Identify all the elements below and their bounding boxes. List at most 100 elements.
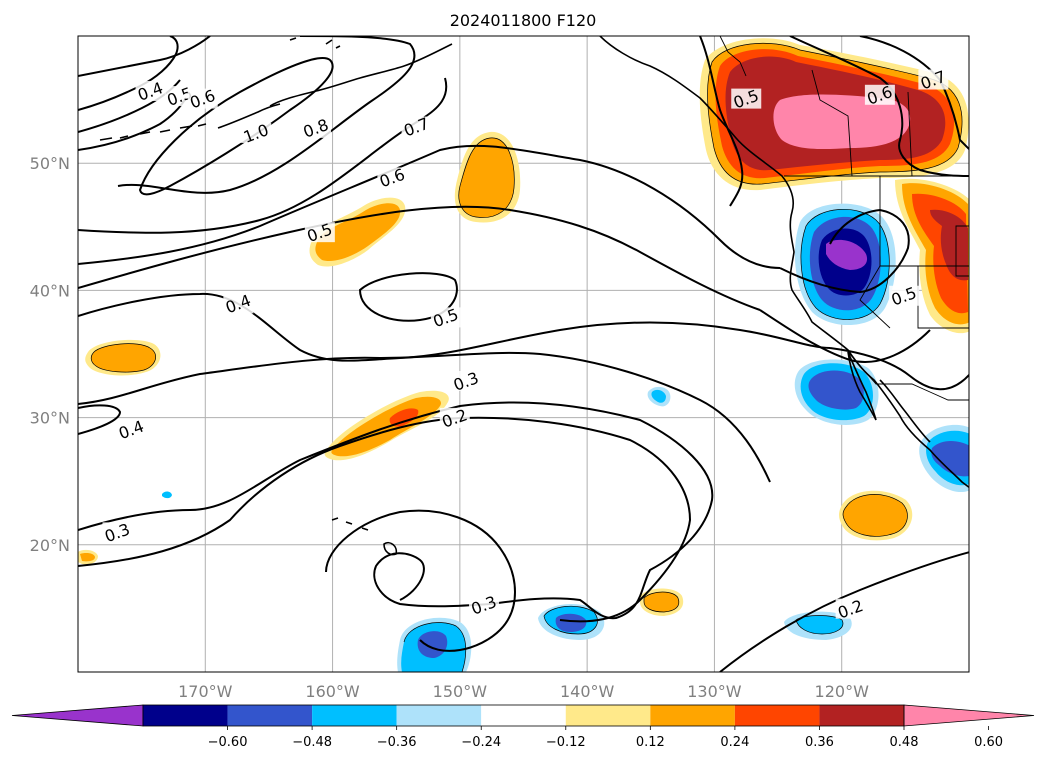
anomaly-region-pacific-48n-orange xyxy=(458,137,515,218)
contour-label-bg xyxy=(223,293,254,314)
coastline-alaska xyxy=(269,43,453,107)
contour-line-0.6 xyxy=(78,144,781,269)
anomaly-region-tropics-15n-orange xyxy=(644,592,679,612)
lon-label-170w: 170°W xyxy=(178,682,233,701)
contour-label-bg xyxy=(164,86,195,107)
contour-line-0.55-northwest xyxy=(78,97,187,151)
lon-label-130w: 130°W xyxy=(687,682,742,701)
contour-labels: 0.40.50.61.0 0.8 0.70.60.50.40.50.30.20.40… xyxy=(102,67,948,623)
colorbar-tick-label: 0.48 xyxy=(890,735,919,750)
contour-line-0.5-inner xyxy=(358,272,458,322)
outline-pnw xyxy=(707,42,963,185)
contour-line-0.5-southeast xyxy=(779,208,910,294)
contour-line-0.5-west xyxy=(78,36,211,77)
contour-line-0.2-loop xyxy=(325,509,516,652)
contour-label-bg xyxy=(304,222,335,243)
anomaly-region-pnw-pink xyxy=(773,94,911,150)
coastline-alaska-peninsula xyxy=(217,103,281,129)
coastline-baja xyxy=(847,351,877,421)
outline-pacific-35n xyxy=(90,343,157,373)
contour-line-0.6-northeast xyxy=(789,36,969,177)
colorbar-tick-label: 0.12 xyxy=(636,735,665,750)
contour-line-1.0 xyxy=(138,57,334,196)
contour-label-bg xyxy=(439,407,470,428)
contour-line-0.4-southeast xyxy=(759,309,931,363)
colorbar-segment xyxy=(312,705,397,726)
contour-label-bg xyxy=(430,307,461,328)
colorbar: −0.60 −0.48 −0.36 −0.24 −0.12 0.12 0.24 0.36 0.4… xyxy=(11,704,1035,750)
lon-label-160w: 160°W xyxy=(305,682,360,701)
contour-lines xyxy=(78,36,969,672)
border-alaska-canada xyxy=(719,36,747,77)
coastline-aleutians xyxy=(99,123,207,141)
contour-label-bg xyxy=(469,594,500,615)
contour-line-0.2 xyxy=(78,416,692,623)
longitude-labels: 170°W 160°W 150°W 140°W 130°W 120°W xyxy=(178,682,869,701)
contour-line-0.2-southeast xyxy=(719,551,969,672)
contour-label-bg xyxy=(135,80,166,101)
colorbar-tick-label: −0.12 xyxy=(546,735,586,750)
anomaly-fills xyxy=(78,38,969,672)
contour-line-0.3-southeast xyxy=(829,347,969,391)
lon-label-140w: 140°W xyxy=(560,682,615,701)
latitude-labels: 50°N 40°N 30°N 20°N xyxy=(30,154,70,555)
coastline-hawaii xyxy=(331,517,398,556)
anomaly-region-tiny-24n xyxy=(162,491,172,499)
colorbar-segment xyxy=(650,705,735,726)
map-frame xyxy=(77,35,970,673)
contour-label-bg xyxy=(102,522,133,543)
colorbar-tick-label: −0.36 xyxy=(377,735,417,750)
contour-line-0.4-west xyxy=(78,404,122,435)
borders xyxy=(719,36,969,401)
anomaly-region-tropics-142w-blue xyxy=(555,613,587,632)
outline-tropics-142w xyxy=(543,605,598,635)
colorbar-tick-label: −0.60 xyxy=(208,735,248,750)
border-us-mexico xyxy=(847,351,969,401)
anomaly-region-pacific-29n-red xyxy=(389,408,419,427)
anomaly-region-mexico-blue xyxy=(931,441,969,477)
coastline-gulf-california xyxy=(879,379,931,443)
colorbar-tick-label: −0.24 xyxy=(461,735,501,750)
contour-label-bg xyxy=(401,116,432,137)
lat-label-30n: 30°N xyxy=(30,409,70,428)
contour-label-bg xyxy=(835,598,866,619)
colorbar-segment xyxy=(481,705,566,726)
colorbar-segment xyxy=(565,705,651,726)
contour-line-0.7 xyxy=(78,77,448,234)
colorbar-outline xyxy=(142,704,905,727)
contour-line-0.8 xyxy=(117,36,416,194)
colorbar-segment xyxy=(819,705,904,726)
outline-mexico-coast xyxy=(842,494,908,537)
outline-tropics-15n xyxy=(643,591,680,613)
outline-tropics-122w xyxy=(795,615,844,635)
contour-label-bg xyxy=(864,84,895,105)
contour-label-bg xyxy=(116,419,147,440)
anomaly-region-pacific-45n-orange xyxy=(315,203,401,262)
contour-line-0.5 xyxy=(78,205,761,311)
contour-label-bg xyxy=(377,167,408,188)
colorbar-segment xyxy=(227,705,313,726)
contour-line-0.4-northwest xyxy=(78,36,179,111)
anomaly-region-pacific-35n-orange xyxy=(91,343,156,373)
colorbar-extend-high xyxy=(903,704,1035,727)
colorbar-tick-label: 0.24 xyxy=(720,735,749,750)
contour-label-bg xyxy=(918,69,949,90)
border-canada-provinces xyxy=(811,69,913,177)
anomaly-region-tropics-122w-skyblue xyxy=(796,615,843,634)
contour-line-0.3 xyxy=(78,351,771,483)
colorbar-segment xyxy=(396,705,482,726)
lat-label-20n: 20°N xyxy=(30,536,70,555)
chart-title: 2024011800 F120 xyxy=(450,11,597,30)
contour-label-bg xyxy=(731,88,762,109)
contour-label-bg xyxy=(187,88,218,109)
anomaly-region-subtropics-136w-skyblue xyxy=(651,389,666,403)
contour-label-bg xyxy=(889,285,920,306)
anomaly-region-mexico-coast-22n-orange xyxy=(843,494,908,537)
coastline-island-1 xyxy=(289,37,341,49)
contour-line-0.5-northeast xyxy=(699,36,744,207)
colorbar-tick-label: −0.48 xyxy=(292,735,332,750)
contour-label-bg xyxy=(451,370,482,391)
colorbar-segment xyxy=(143,705,228,726)
contour-label-bg xyxy=(301,117,332,138)
